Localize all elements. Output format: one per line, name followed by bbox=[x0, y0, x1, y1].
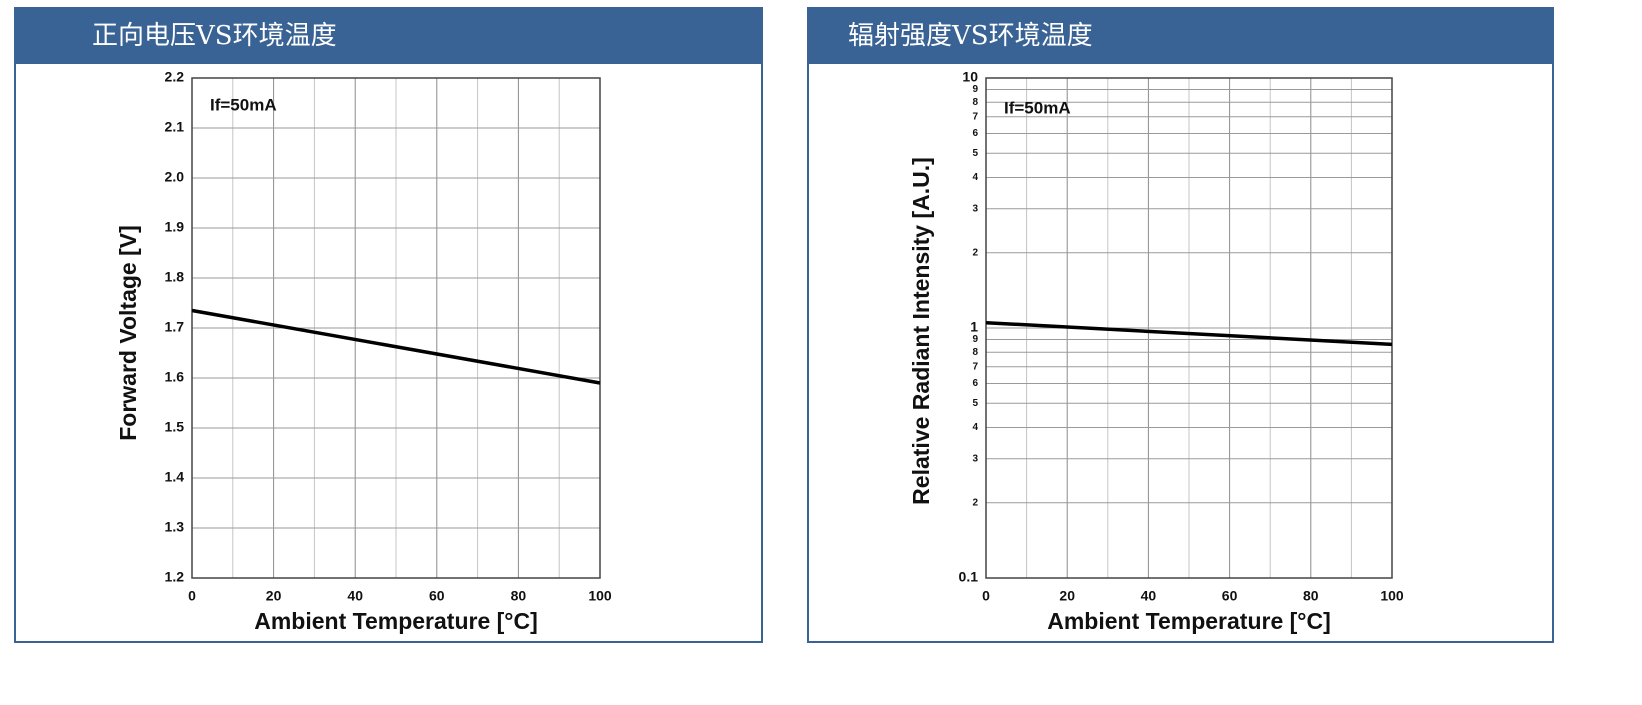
y-tick-label: 2 bbox=[972, 247, 978, 258]
plot-frame bbox=[985, 77, 1393, 579]
x-axis-label: Ambient Temperature [°C] bbox=[254, 608, 538, 634]
x-tick-label: 100 bbox=[588, 588, 612, 604]
x-tick-label: 60 bbox=[1222, 588, 1238, 604]
y-axis-label: Relative Radiant Intensity [A.U.] bbox=[908, 157, 934, 505]
y-tick-label: 0.1 bbox=[959, 569, 979, 585]
y-tick-label: 5 bbox=[972, 148, 978, 159]
x-tick-label: 0 bbox=[982, 588, 990, 604]
annotation: If=50mA bbox=[210, 95, 277, 114]
x-axis-label: Ambient Temperature [°C] bbox=[1047, 608, 1331, 634]
y-tick-label: 1.7 bbox=[165, 319, 185, 335]
y-tick-label: 2 bbox=[972, 497, 978, 508]
y-tick-label: 3 bbox=[972, 203, 978, 214]
y-tick-label: 3 bbox=[972, 453, 978, 464]
y-tick-label: 2.2 bbox=[165, 69, 185, 85]
y-axis-label: Forward Voltage [V] bbox=[115, 225, 141, 441]
x-tick-label: 20 bbox=[1059, 588, 1075, 604]
y-tick-label: 1.4 bbox=[165, 469, 185, 485]
y-tick-label: 8 bbox=[972, 97, 978, 108]
y-tick-label: 1.2 bbox=[165, 569, 185, 585]
y-tick-label: 2.0 bbox=[165, 169, 185, 185]
x-tick-label: 80 bbox=[1303, 588, 1319, 604]
x-tick-label: 0 bbox=[188, 588, 196, 604]
y-tick-label: 1 bbox=[970, 319, 978, 335]
y-tick-label: 7 bbox=[972, 361, 978, 372]
data-line bbox=[191, 308, 601, 385]
y-tick-label: 1.9 bbox=[165, 219, 185, 235]
y-tick-label: 1.3 bbox=[165, 519, 185, 535]
x-tick-label: 60 bbox=[429, 588, 445, 604]
y-tick-label: 9 bbox=[972, 334, 978, 345]
y-tick-label: 7 bbox=[972, 111, 978, 122]
y-tick-label: 1.8 bbox=[165, 269, 185, 285]
x-tick-label: 80 bbox=[511, 588, 527, 604]
x-tick-label: 40 bbox=[1141, 588, 1157, 604]
y-tick-label: 5 bbox=[972, 398, 978, 409]
panel-title: 辐射强度VS环境温度 bbox=[848, 21, 1093, 51]
y-tick-label: 6 bbox=[972, 128, 978, 139]
y-tick-label: 10 bbox=[962, 69, 978, 85]
annotation: If=50mA bbox=[1004, 98, 1071, 117]
y-tick-label: 2.1 bbox=[165, 119, 185, 135]
x-tick-label: 100 bbox=[1380, 588, 1404, 604]
panel-title: 正向电压VS环境温度 bbox=[92, 21, 337, 51]
x-tick-label: 40 bbox=[347, 588, 363, 604]
y-tick-label: 6 bbox=[972, 378, 978, 389]
y-tick-label: 1.5 bbox=[165, 419, 185, 435]
y-tick-label: 4 bbox=[972, 172, 978, 183]
y-tick-label: 9 bbox=[972, 84, 978, 95]
x-tick-label: 20 bbox=[266, 588, 282, 604]
plot-frame bbox=[191, 77, 601, 579]
panel-header bbox=[808, 8, 1553, 64]
y-tick-label: 4 bbox=[972, 422, 978, 433]
y-tick-label: 1.6 bbox=[165, 369, 185, 385]
panel-header bbox=[15, 8, 762, 64]
data-line bbox=[985, 320, 1393, 347]
y-tick-label: 8 bbox=[972, 347, 978, 358]
